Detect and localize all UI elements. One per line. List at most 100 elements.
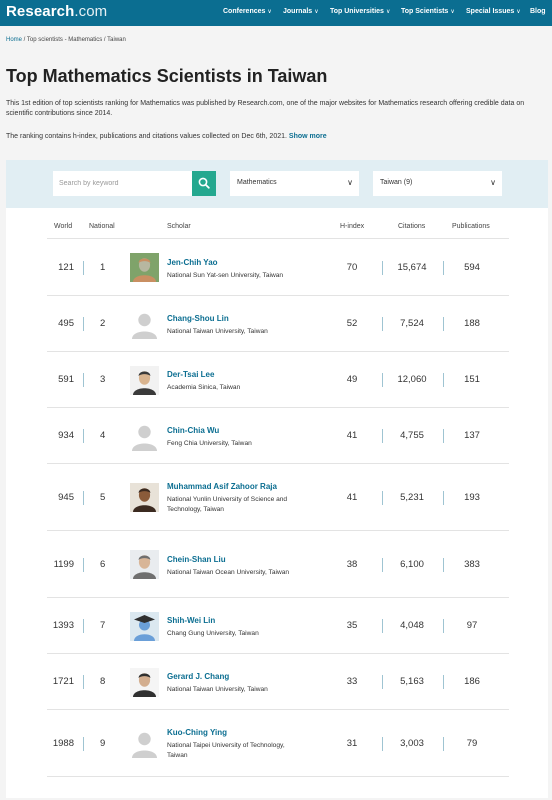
world-rank: 121 [58, 261, 74, 273]
citations-value: 5,231 [400, 491, 424, 503]
national-rank: 9 [100, 737, 106, 749]
column-divider [382, 373, 383, 387]
citations-value: 5,163 [400, 676, 424, 687]
hindex-value: 52 [346, 318, 358, 329]
scholar-institution: Feng Chia University, Taiwan [167, 440, 252, 447]
avatar [130, 483, 159, 512]
scholar-name-link[interactable]: Der-Tsai Lee [167, 370, 215, 379]
scholar-institution: National Yunlin University of Science an… [167, 495, 288, 514]
site-logo[interactable]: Research.com [6, 3, 107, 20]
column-header-national: National [89, 223, 115, 230]
ranking-note: The ranking contains h-index, publicatio… [6, 133, 327, 140]
publications-value: 594 [464, 261, 480, 273]
chevron-down-icon: ∨ [347, 178, 353, 187]
nav-conferences-label: Conferences [223, 8, 266, 15]
column-divider [83, 317, 84, 331]
national-rank: 5 [100, 491, 106, 503]
nav-blog[interactable]: Blog [530, 8, 546, 15]
breadcrumb-trail: / Top scientists - Mathematics / Taiwan [22, 37, 126, 43]
search-icon [198, 177, 210, 189]
national-rank: 1 [100, 261, 106, 273]
column-divider [443, 675, 444, 689]
table-row: 1393 7 Shih-Wei Lin Chang Gung University, … [6, 598, 548, 654]
logo-suffix: .com [74, 3, 108, 20]
nav-top-universities[interactable]: Top Universities ∨ [330, 8, 390, 15]
world-rank: 1988 [52, 737, 74, 749]
ranking-note-text: The ranking contains h-index, publicatio… [6, 133, 287, 140]
citations-value: 12,060 [397, 374, 427, 385]
column-divider [443, 373, 444, 387]
column-divider [443, 557, 444, 572]
hindex-value: 70 [346, 261, 358, 273]
page-title: Top Mathematics Scientists in Taiwan [6, 66, 328, 86]
scholar-name-link[interactable]: Chein-Shan Liu [167, 554, 226, 564]
search-button[interactable] [192, 171, 216, 196]
column-divider [83, 260, 84, 275]
scholar-name-link[interactable]: Shih-Wei Lin [167, 616, 216, 625]
hindex-value: 31 [346, 737, 358, 749]
column-divider [83, 619, 84, 633]
nav-journals[interactable]: Journals ∨ [283, 8, 319, 15]
column-divider [443, 429, 444, 443]
table-row: 1721 8 Gerard J. Chang National Taiwan Univ… [6, 654, 548, 710]
nav-blog-label: Blog [530, 8, 546, 15]
column-header-citations: Citations [398, 223, 426, 230]
chevron-down-icon: ∨ [267, 9, 272, 15]
column-divider [443, 260, 444, 275]
scholar-institution: National Taipei University of Technology… [167, 741, 285, 760]
national-rank: 6 [100, 558, 106, 570]
avatar [130, 253, 159, 282]
nav-special-issues[interactable]: Special Issues ∨ [466, 8, 521, 15]
citations-value: 4,048 [400, 620, 424, 631]
column-divider [382, 260, 383, 275]
citations-value: 4,755 [400, 430, 424, 441]
search-input[interactable] [53, 171, 192, 196]
avatar [130, 729, 159, 758]
chevron-down-icon: ∨ [314, 9, 319, 15]
world-rank: 495 [58, 318, 74, 329]
hindex-value: 41 [346, 430, 358, 441]
table-row: 945 5 Muhammad Asif Zahoor Raja National Yu… [6, 464, 548, 531]
scholar-name-link[interactable]: Chin-Chia Wu [167, 426, 220, 435]
column-divider [382, 675, 383, 689]
column-divider [382, 736, 383, 751]
nav-conferences[interactable]: Conferences ∨ [223, 8, 272, 15]
publications-value: 97 [466, 620, 478, 631]
column-header-scholar: Scholar [167, 223, 191, 230]
citations-value: 15,674 [397, 261, 427, 273]
column-header-publications: Publications [452, 223, 490, 230]
column-divider [83, 557, 84, 572]
header-divider [47, 238, 509, 239]
breadcrumb: Home / Top scientists - Mathematics / Ta… [6, 37, 126, 43]
hindex-value: 33 [346, 676, 358, 687]
table-row: 934 4 Chin-Chia Wu Feng Chia University, Ta… [6, 408, 548, 464]
column-divider [83, 490, 84, 505]
hindex-value: 38 [346, 558, 358, 570]
row-divider [47, 351, 509, 352]
scholar-name-link[interactable]: Chang-Shou Lin [167, 314, 229, 323]
country-select[interactable]: Taiwan (9) ∨ [373, 171, 502, 196]
scholar-name-link[interactable]: Muhammad Asif Zahoor Raja [167, 481, 277, 491]
publications-value: 383 [464, 558, 480, 570]
discipline-select[interactable]: Mathematics ∨ [230, 171, 359, 196]
breadcrumb-home-link[interactable]: Home [6, 37, 23, 43]
column-divider [382, 429, 383, 443]
scholar-institution: Academia Sinica, Taiwan [167, 384, 241, 391]
logo-text: Research [6, 3, 75, 20]
citations-value: 7,524 [400, 318, 424, 329]
scholar-name-link[interactable]: Kuo-Ching Ying [167, 727, 227, 737]
nav-top-scientists[interactable]: Top Scientists ∨ [401, 8, 455, 15]
show-more-link[interactable]: Show more [288, 133, 327, 140]
avatar [130, 421, 159, 451]
scholar-name-link[interactable]: Jen-Chih Yao [167, 257, 218, 267]
top-navigation: Research.com Conferences ∨ Journals ∨ Top … [0, 0, 552, 26]
national-rank: 8 [100, 676, 106, 687]
row-divider [47, 653, 509, 654]
table-row: 591 3 Der-Tsai Lee Academia Sinica, Taiwan 4… [6, 352, 548, 408]
column-divider [83, 373, 84, 387]
world-rank: 591 [58, 374, 74, 385]
row-divider [47, 597, 509, 598]
publications-value: 137 [464, 430, 480, 441]
scholar-institution: National Taiwan Ocean University, Taiwan [167, 568, 290, 576]
scholar-name-link[interactable]: Gerard J. Chang [167, 672, 230, 681]
